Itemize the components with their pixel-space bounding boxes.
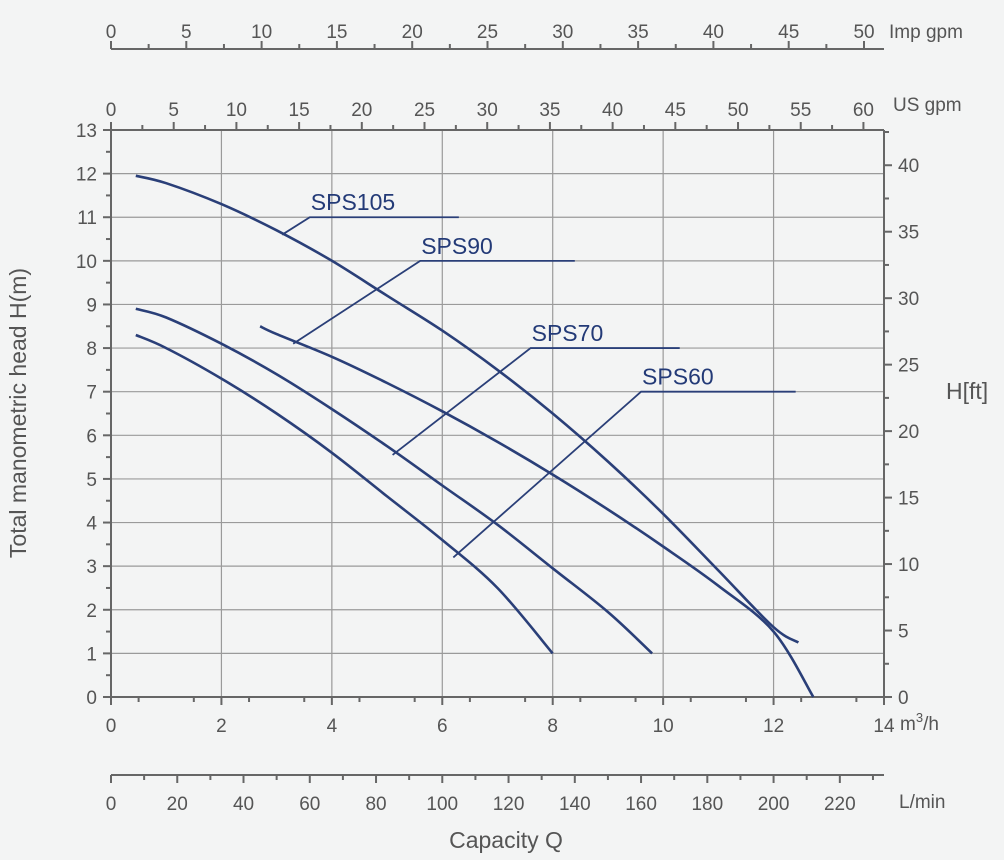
top-imp-tick-label: 45	[778, 22, 799, 43]
curve-sps105	[135, 174, 800, 644]
bottom-lmin-tick-label: 100	[426, 794, 458, 815]
x-tick-label: 6	[437, 716, 448, 737]
top-imp-tick-label: 30	[552, 22, 573, 43]
y2-tick-label: 5	[898, 622, 909, 643]
bottom-lmin-tick-label: 220	[824, 794, 856, 815]
top-us-tick-label: 0	[106, 100, 117, 121]
curve-sps90	[259, 325, 815, 698]
top-us-tick-label: 5	[168, 100, 179, 121]
y2-axis-title: H[ft]	[946, 378, 988, 404]
y2-tick-label: 10	[898, 555, 919, 576]
top-us-unit-label: US gpm	[893, 95, 962, 116]
top-us-tick-label: 30	[477, 100, 498, 121]
y-axis-title: Total manometric head H(m)	[5, 268, 31, 558]
bottom-lmin-tick-label: 200	[758, 794, 790, 815]
top-us-tick-label: 25	[414, 100, 435, 121]
leader-line-sps90	[292, 259, 575, 345]
top-us-tick-label: 55	[790, 100, 811, 121]
y-tick-label: 5	[86, 470, 97, 491]
x-tick-label: 10	[653, 716, 674, 737]
top-imp-tick-label: 10	[251, 22, 272, 43]
x-tick-label: 0	[106, 716, 117, 737]
y2-tick-label: 15	[898, 489, 919, 510]
y-tick-label: 10	[76, 252, 97, 273]
y2-tick-label: 0	[898, 688, 909, 709]
series-label-sps70: SPS70	[532, 320, 604, 346]
grid-layer	[111, 129, 884, 697]
top-imp-tick-label: 35	[628, 22, 649, 43]
bottom-lmin-tick-label: 160	[625, 794, 657, 815]
bottom-lmin-tick-label: 120	[493, 794, 525, 815]
y-tick-label: 7	[86, 383, 97, 404]
x-tick-label: 14	[873, 716, 895, 737]
top-us-tick-label: 15	[289, 100, 310, 121]
bottom-lmin-tick-label: 40	[233, 794, 254, 815]
x-axis-title: Capacity Q	[449, 827, 563, 853]
bottom-lmin-tick-label: 20	[167, 794, 188, 815]
top-imp-tick-label: 15	[326, 22, 347, 43]
top-us-tick-label: 20	[351, 100, 372, 121]
series-label-sps105: SPS105	[311, 189, 395, 215]
y2-tick-label: 20	[898, 422, 919, 443]
top-us-tick-label: 35	[539, 100, 560, 121]
y-tick-label: 6	[86, 426, 97, 447]
y-tick-label: 0	[86, 688, 97, 709]
top-imp-tick-label: 0	[106, 22, 117, 43]
curve-sps70	[135, 307, 653, 655]
top-us-tick-label: 50	[727, 100, 748, 121]
top-imp-tick-label: 50	[853, 22, 874, 43]
y-tick-label: 4	[86, 514, 97, 535]
bottom-lmin-tick-label: 0	[106, 794, 117, 815]
axes-layer: 0 2 4 6 8 10 12 1401234567891011121305101520253…	[76, 22, 919, 815]
top-imp-unit-label: Imp gpm	[889, 22, 963, 43]
x-unit-label: m3/h	[900, 710, 939, 735]
y-tick-label: 3	[86, 557, 97, 578]
curve-sps60	[135, 333, 554, 655]
y2-tick-label: 25	[898, 356, 919, 377]
bottom-lmin-tick-label: 140	[559, 794, 591, 815]
leader-line-sps70	[392, 347, 680, 456]
top-us-tick-label: 10	[226, 100, 247, 121]
x-tick-label: 2	[216, 716, 227, 737]
y-tick-label: 1	[86, 644, 97, 665]
curves-layer	[135, 174, 815, 698]
y2-tick-label: 40	[898, 156, 919, 177]
y-tick-label: 12	[76, 165, 97, 186]
bottom-lmin-tick-label: 180	[691, 794, 723, 815]
bottom-lmin-tick-label: 60	[299, 794, 320, 815]
series-label-sps60: SPS60	[642, 364, 714, 390]
top-imp-tick-label: 25	[477, 22, 498, 43]
labels-layer: SPS105 SPS90 SPS70 SPS60	[281, 189, 796, 559]
series-label-sps90: SPS90	[421, 233, 493, 259]
x-tick-label: 4	[327, 716, 338, 737]
x-tick-label: 8	[547, 716, 558, 737]
y-tick-label: 11	[77, 208, 97, 229]
top-us-tick-label: 45	[665, 100, 686, 121]
leader-line-sps60	[452, 390, 796, 559]
y2-tick-label: 30	[898, 289, 919, 310]
y2-tick-label: 35	[898, 223, 919, 244]
leader-line-sps105	[281, 216, 459, 236]
y-tick-label: 9	[86, 295, 97, 316]
bottom-lmin-tick-label: 80	[365, 794, 386, 815]
top-imp-tick-label: 40	[703, 22, 724, 43]
y-tick-label: 13	[76, 121, 97, 142]
bottom-unit-label: L/min	[899, 792, 945, 813]
top-imp-tick-label: 20	[402, 22, 423, 43]
y-tick-label: 2	[86, 601, 97, 622]
y-tick-label: 8	[86, 339, 97, 360]
top-imp-tick-label: 5	[181, 22, 192, 43]
x-tick-label: 12	[763, 716, 784, 737]
top-us-tick-label: 60	[853, 100, 874, 121]
top-us-tick-label: 40	[602, 100, 623, 121]
